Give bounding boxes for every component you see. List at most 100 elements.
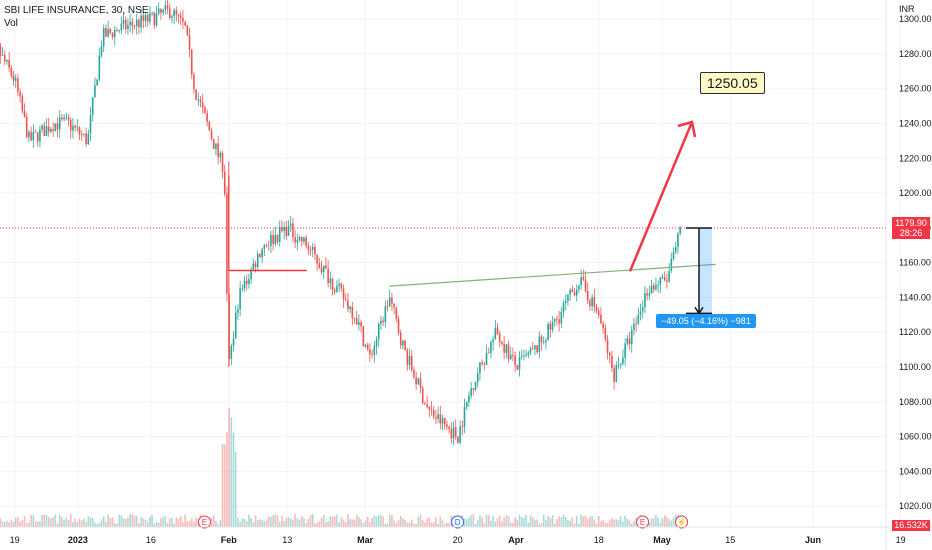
volume-bar [311,514,314,527]
candle-body [21,96,24,111]
volume-bar [503,517,505,527]
candle-body [507,344,510,360]
candle-body [580,277,582,286]
volume-bar [432,522,435,527]
candle-body [248,278,250,284]
price-axis[interactable]: 1020.00 1040.00 1060.00 1080.00 1100.00 1120.… [885,0,932,550]
candle-body [534,345,536,349]
candle-body [571,289,574,293]
event-marker-E [197,515,211,529]
axis-currency-label: INR [899,4,915,14]
candle-body [243,280,246,289]
candle-body [424,403,426,405]
time-tick-5: Mar [357,535,374,545]
volume-bar [193,521,195,527]
candle-body [153,12,156,26]
candle-body [182,17,184,22]
volume-bar [298,519,301,527]
volume-bar [314,523,316,527]
candle-body [30,131,32,141]
candle-body [575,289,578,296]
candle-body [450,429,453,439]
volume-bar [69,514,72,527]
volume-bar [509,522,512,527]
candle-body [624,343,626,358]
time-axis[interactable]: 19 2023 16 Feb 13 Mar 20 Apr 18 May 15 Jun 19 [0,526,932,545]
candle-body [611,355,613,369]
volume-bar [32,514,35,527]
volume-bar [39,521,41,527]
symbol-title[interactable]: SBI LIFE INSURANCE, 30, NSE [4,5,149,16]
candle-body [545,340,547,342]
volume-bar [523,517,525,527]
volume-bar [498,515,501,527]
volume-bar [553,523,556,527]
candle-body [296,239,299,243]
volume-bar [474,523,477,527]
volume-bar [624,515,626,527]
candle-body [380,320,382,325]
candle-body [516,365,519,370]
candle-body [160,8,162,13]
candle-body [316,254,318,264]
volume-bar [179,516,182,527]
candle-body [639,311,642,315]
candle-body [39,129,41,142]
volume-bar [320,517,323,527]
candle-body [232,338,235,346]
volume-bar [619,516,622,527]
volume-bar [190,518,193,527]
candle-body [415,377,417,385]
volume-bar [580,514,582,527]
volume-bar [12,521,15,527]
candle-body [96,79,98,86]
volume-bar [300,516,303,527]
candle-body [342,288,345,300]
time-tick-2: 16 [146,535,156,545]
volume-bar [276,515,279,527]
candle-body [377,324,380,340]
candle-body [582,277,585,280]
volume-bar [113,523,116,527]
volume-bar [578,523,580,527]
candle-body [617,365,620,366]
candle-body [338,283,340,286]
volume-bar [184,514,186,527]
candle-body [626,338,629,344]
candle-body [382,320,384,323]
time-tick-1: 2023 [68,535,88,545]
time-tick-9: May [653,535,671,545]
candle-body [263,244,266,249]
candle-body [50,129,52,132]
candle-body [600,314,602,324]
candle-body [303,237,305,242]
candle-body [175,9,178,15]
volume-bar [483,523,486,527]
candle-body [307,245,310,250]
volume-bar [41,515,43,527]
volume-bar [567,519,569,527]
candle-body [633,323,635,331]
volume-bar [622,521,624,527]
measure-result-label[interactable]: −49.05 (−4.16%) −981 [656,314,756,328]
candle-body [644,293,646,308]
volume-bar [560,517,563,527]
target-price-callout[interactable]: 1250.05 [700,72,765,94]
volume-bar [195,517,197,527]
candle-body [567,294,569,302]
volume-bar [384,523,387,527]
candle-body [536,345,538,353]
candle-body [94,85,96,98]
drawings-layer[interactable] [0,120,886,315]
volume-bar [267,516,270,527]
candle-body [45,126,48,137]
vertical-grid [14,0,902,527]
candle-body [344,299,347,301]
event-markers[interactable]: E D E ⚡ [197,515,689,529]
candle-body [17,78,19,92]
volume-bar [318,521,321,527]
candlesticks [0,0,681,445]
volume-legend-label[interactable]: Vol [4,18,18,29]
volume-bar [375,516,378,527]
